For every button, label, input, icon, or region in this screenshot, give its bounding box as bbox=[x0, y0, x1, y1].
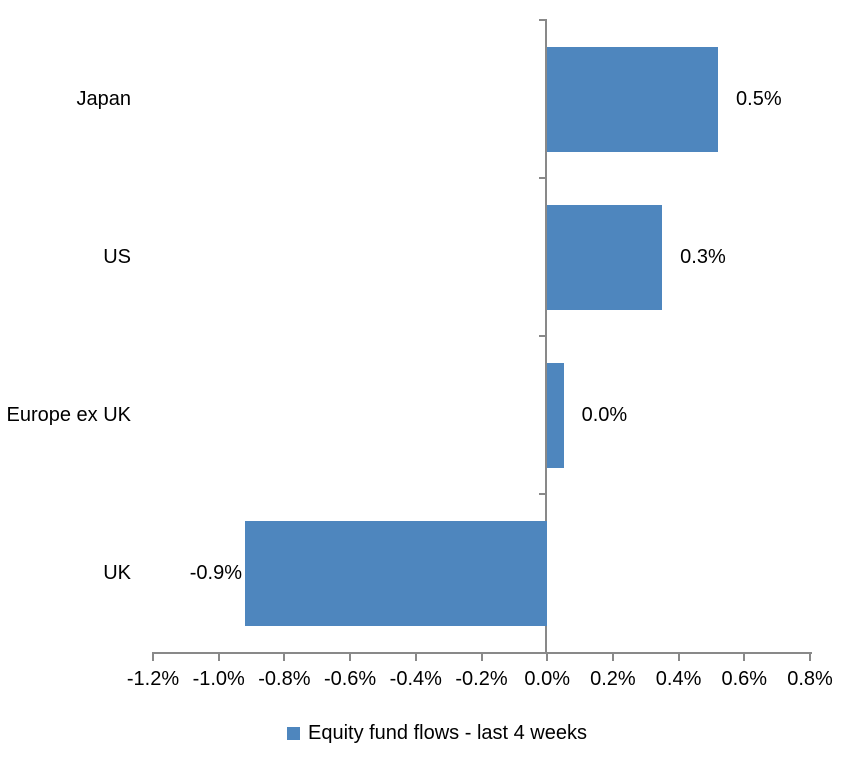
x-axis-tick bbox=[283, 652, 286, 661]
bar-europe-ex-uk bbox=[547, 362, 564, 468]
legend-label: Equity fund flows - last 4 weeks bbox=[307, 722, 587, 744]
x-axis-tick-label: -0.2% bbox=[455, 668, 508, 690]
x-axis-tick-label: -1.0% bbox=[192, 668, 245, 690]
bar-uk bbox=[244, 520, 548, 626]
x-axis-tick-label: -0.6% bbox=[323, 668, 377, 690]
category-label-us: US bbox=[103, 246, 131, 268]
x-axis-tick bbox=[677, 652, 680, 661]
legend-entry: Equity fund flows - last 4 weeks bbox=[286, 720, 587, 746]
y-axis-tick bbox=[539, 19, 548, 21]
x-axis-tick bbox=[480, 652, 483, 661]
y-axis-tick bbox=[539, 335, 548, 337]
bar-us bbox=[547, 204, 663, 310]
legend: Equity fund flows - last 4 weeks bbox=[0, 720, 852, 746]
x-axis-tick-label: 0.4% bbox=[655, 668, 702, 690]
x-axis-tick bbox=[743, 652, 746, 661]
value-label-us: 0.3% bbox=[680, 246, 726, 268]
x-axis-tick-label: 0.8% bbox=[787, 668, 833, 690]
value-label-uk: -0.9% bbox=[189, 562, 242, 584]
value-label-europe-ex-uk: 0.0% bbox=[581, 404, 628, 426]
x-axis-tick-label: -1.2% bbox=[126, 668, 180, 690]
x-axis-tick-label: 0.2% bbox=[590, 668, 636, 690]
category-label-japan: Japan bbox=[76, 88, 132, 110]
y-axis-tick bbox=[539, 493, 548, 495]
x-axis-tick bbox=[349, 652, 352, 661]
x-axis-tick bbox=[611, 652, 614, 661]
category-label-uk: UK bbox=[103, 562, 131, 584]
x-axis-tick-label: 0.0% bbox=[524, 668, 570, 690]
y-axis-tick bbox=[539, 177, 548, 179]
category-label-europe-ex-uk: Europe ex UK bbox=[6, 404, 131, 426]
x-axis-tick-label: 0.6% bbox=[721, 668, 768, 690]
x-axis-tick bbox=[152, 652, 154, 661]
x-axis-tick bbox=[414, 652, 417, 661]
bar-japan bbox=[547, 46, 718, 152]
x-axis-tick bbox=[546, 652, 549, 661]
x-axis-tick-label: -0.4% bbox=[389, 668, 442, 690]
value-label-japan: 0.5% bbox=[736, 88, 782, 110]
x-axis-tick bbox=[217, 652, 220, 661]
x-axis-tick-label: -0.8% bbox=[258, 668, 311, 690]
x-axis-tick bbox=[809, 652, 811, 661]
legend-swatch-icon bbox=[286, 726, 300, 740]
